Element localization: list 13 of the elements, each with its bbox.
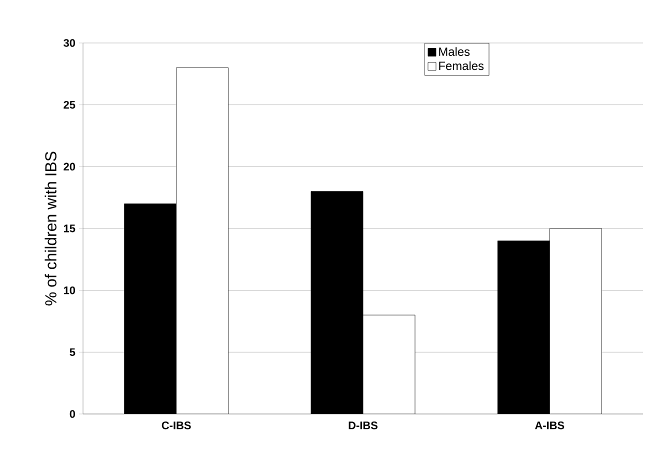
y-tick-label: 25: [64, 100, 76, 109]
y-tick-label: 10: [64, 286, 76, 294]
x-tick-label: D-IBS: [348, 422, 378, 430]
y-tick-label: 20: [64, 162, 76, 171]
y-tick-label: 15: [64, 224, 76, 232]
x-tick-label: C-IBS: [162, 422, 191, 430]
x-tick-label: A-IBS: [535, 422, 564, 430]
legend-label: Females: [439, 61, 484, 70]
legend-label: Males: [439, 47, 470, 56]
y-tick-label: 5: [70, 348, 76, 356]
y-axis-title: % of children with IBS: [44, 152, 56, 306]
y-tick-label: 30: [64, 39, 76, 47]
y-tick-label: 0: [70, 410, 76, 418]
